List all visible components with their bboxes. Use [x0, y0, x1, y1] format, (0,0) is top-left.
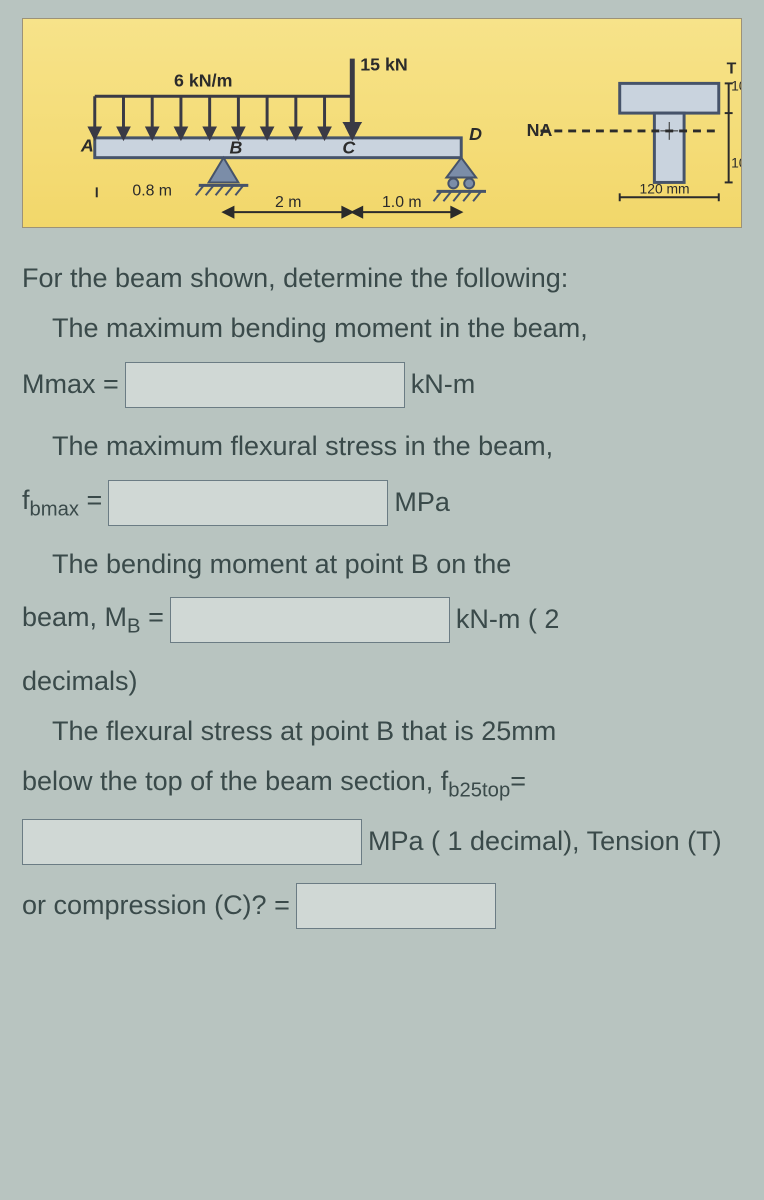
q3-unit: kN-m ( 2: [456, 599, 560, 641]
q1-label: Mmax =: [22, 364, 119, 406]
dim-top-100: 100 mm: [731, 77, 741, 93]
q1-unit: kN-m: [411, 364, 475, 406]
cross-section: NA 100 mm 100 mm T 120 mm: [527, 60, 741, 201]
label-C: C: [342, 138, 356, 158]
mmax-input[interactable]: [125, 362, 405, 408]
roller-support: [446, 158, 476, 178]
pin-support: [209, 158, 239, 183]
beam-body: [95, 138, 461, 158]
dim-width-120: 120 mm: [640, 180, 690, 196]
q3-text-a: The bending moment at point B on the: [22, 544, 742, 586]
q1-text: The maximum bending moment in the beam,: [22, 308, 742, 350]
q4-unit: MPa ( 1 decimal), Tension (T): [368, 821, 722, 863]
label-A: A: [80, 136, 94, 156]
mb-input[interactable]: [170, 597, 450, 643]
distributed-load: [90, 96, 357, 138]
fbmax-input[interactable]: [108, 480, 388, 526]
label-B: B: [229, 138, 242, 158]
q4-text-b: below the top of the beam section, fb25t…: [22, 761, 742, 807]
dim-span-right: 1.0 m: [382, 194, 422, 211]
dim-span-left: 2 m: [275, 194, 301, 211]
q3-text-b: decimals): [22, 661, 742, 703]
label-D: D: [469, 124, 482, 144]
question-body: For the beam shown, determine the follow…: [22, 258, 742, 929]
point-load-label: 15 kN: [360, 55, 408, 75]
q2-label: fbmax =: [22, 480, 102, 526]
na-label: NA: [527, 120, 553, 140]
fb25top-input[interactable]: [22, 819, 362, 865]
beam-diagram: 6 kN/m 15 kN A B C D 0.8 m: [22, 18, 742, 228]
dim-bot-100: 100 mm: [731, 155, 741, 171]
q4-text-a: The flexural stress at point B that is 2…: [22, 711, 742, 753]
q3-label: beam, MB =: [22, 597, 164, 643]
q2-unit: MPa: [394, 482, 450, 524]
dim-overhang: 0.8 m: [132, 182, 172, 199]
dist-load-label: 6 kN/m: [174, 70, 232, 90]
svg-text:T: T: [727, 60, 737, 77]
q2-text: The maximum flexural stress in the beam,: [22, 426, 742, 468]
q5-label: or compression (C)? =: [22, 885, 290, 927]
tc-input[interactable]: [296, 883, 496, 929]
intro-text: For the beam shown, determine the follow…: [22, 258, 742, 300]
